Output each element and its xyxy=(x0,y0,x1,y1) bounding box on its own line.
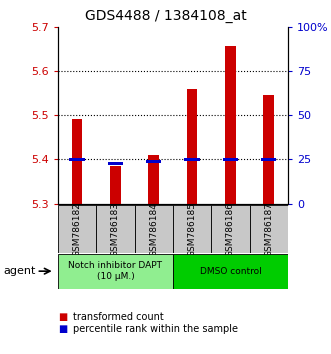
Text: percentile rank within the sample: percentile rank within the sample xyxy=(73,324,238,334)
Text: GSM786182: GSM786182 xyxy=(72,202,82,257)
Text: GSM786185: GSM786185 xyxy=(188,202,197,257)
Bar xyxy=(70,158,85,161)
Text: transformed count: transformed count xyxy=(73,312,164,322)
Bar xyxy=(58,205,96,253)
Bar xyxy=(146,160,162,163)
Bar xyxy=(173,205,211,253)
Text: ■: ■ xyxy=(58,312,67,322)
Text: GSM786184: GSM786184 xyxy=(149,202,158,257)
Text: GSM786183: GSM786183 xyxy=(111,202,120,257)
Bar xyxy=(184,158,200,161)
Bar xyxy=(263,95,274,204)
Bar xyxy=(211,205,250,253)
Text: Notch inhibitor DAPT
(10 μM.): Notch inhibitor DAPT (10 μM.) xyxy=(69,262,163,281)
Bar xyxy=(250,205,288,253)
Bar xyxy=(72,120,82,204)
Bar xyxy=(223,158,238,161)
Bar xyxy=(225,46,236,204)
Bar xyxy=(110,166,121,204)
Bar xyxy=(58,254,173,289)
Bar xyxy=(96,205,135,253)
Bar xyxy=(108,162,123,165)
Bar xyxy=(187,88,198,204)
Text: GDS4488 / 1384108_at: GDS4488 / 1384108_at xyxy=(85,9,246,23)
Text: GSM786186: GSM786186 xyxy=(226,202,235,257)
Bar xyxy=(148,155,159,204)
Text: ■: ■ xyxy=(58,324,67,334)
Text: agent: agent xyxy=(3,266,36,276)
Bar xyxy=(261,158,276,161)
Bar xyxy=(135,205,173,253)
Text: GSM786187: GSM786187 xyxy=(264,202,273,257)
Text: DMSO control: DMSO control xyxy=(200,267,261,276)
Bar xyxy=(173,254,288,289)
